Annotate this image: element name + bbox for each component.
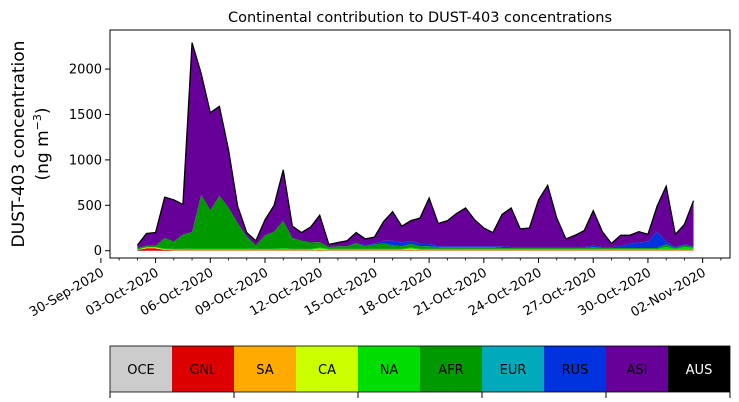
legend-colorbar: OCE GNL SA CA NA AFR EUR RUS ASI AUS [109, 345, 731, 398]
legend-swatch-sa [234, 346, 296, 392]
y-axis-unit-label: (ng m−3) [31, 107, 53, 180]
y-axis-label: DUST-403 concentration [9, 41, 29, 248]
y-tick-label: 2000 [69, 63, 102, 78]
y-tick-label: 0 [94, 244, 102, 259]
legend-swatch-afr [420, 346, 482, 392]
legend-swatch-ca [296, 346, 358, 392]
legend-label-aus: AUS [686, 363, 713, 378]
series-area-afr [137, 194, 694, 250]
y-tick-label: 500 [77, 199, 102, 214]
legend-label-gnl: GNL [189, 363, 217, 378]
legend-label-oce: OCE [127, 363, 155, 378]
total-concentration-line [136, 42, 695, 246]
legend-swatch-na [358, 346, 420, 392]
y-unit-suffix: ) [33, 107, 53, 114]
legend-label-rus: RUS [562, 363, 589, 378]
legend-swatch-oce [110, 346, 172, 392]
y-tick-label: 1000 [69, 153, 102, 168]
legend-label-sa: SA [256, 363, 273, 378]
legend-swatch-gnl [172, 346, 234, 392]
chart-title: Continental contribution to DUST-403 con… [228, 10, 612, 26]
legend-frame [109, 345, 731, 393]
x-axis: 30-Sep-202003-Oct-202006-Oct-202009-Oct-… [27, 258, 722, 320]
legend-label-afr: AFR [438, 363, 463, 378]
legend-swatch-eur [482, 346, 544, 392]
y-tick-label: 1500 [69, 108, 102, 123]
legend-swatch-aus [668, 346, 730, 392]
legend-label-eur: EUR [500, 363, 527, 378]
legend-swatch-rus [544, 346, 606, 392]
legend-swatch-asi [606, 346, 668, 392]
series-area-sa [137, 248, 694, 251]
series-area-gnl [137, 248, 694, 251]
series-area-ca [137, 247, 694, 251]
legend-label-asi: ASI [627, 363, 648, 378]
y-unit-superscript: −3 [31, 114, 44, 130]
legend-label-na: NA [380, 363, 399, 378]
series-area-rus [137, 194, 694, 249]
legend-label-ca: CA [318, 363, 336, 378]
series-area-na [137, 247, 694, 250]
plot-frame [109, 29, 731, 259]
total-line-group [136, 42, 695, 246]
y-unit-prefix: (ng m [33, 130, 53, 180]
y-axis: 0 500 1000 1500 2000 [69, 63, 110, 259]
